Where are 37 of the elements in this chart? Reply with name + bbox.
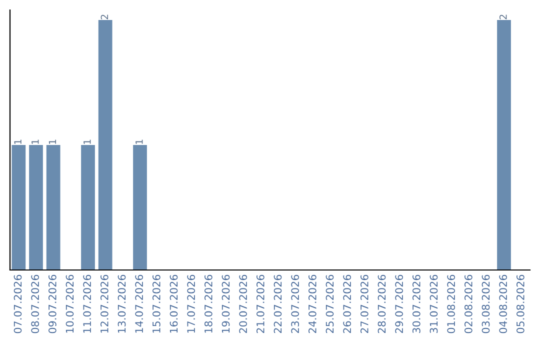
x-tick-label: 18.07.2026 — [204, 274, 212, 333]
x-tick-label: 15.07.2026 — [152, 274, 160, 333]
x-tick-label: 21.07.2026 — [256, 274, 264, 334]
x-tick-label: 14.07.2026 — [135, 274, 144, 333]
data-label: 1 — [84, 140, 91, 144]
data-label: 1 — [14, 140, 22, 144]
x-tick-label: 31.07.2026 — [430, 274, 438, 334]
data-label: 2 — [499, 14, 507, 20]
x-tick-label: 12.07.2026 — [100, 274, 108, 333]
x-tick-label: 17.07.2026 — [187, 274, 196, 333]
x-tick-label: 19.07.2026 — [222, 274, 230, 333]
x-tick-label: 11.07.2026 — [83, 274, 92, 333]
x-tick-label: 08.07.2026 — [31, 274, 40, 334]
data-label: 1 — [32, 140, 39, 144]
x-tick-label: 24.07.2026 — [308, 274, 316, 334]
x-tick-label: 29.07.2026 — [395, 274, 404, 334]
x-tick-label: 04.08.2026 — [499, 274, 508, 334]
x-tick-label: 13.07.2026 — [118, 274, 126, 333]
data-label: 1 — [136, 140, 143, 144]
x-tick-label: 23.07.2026 — [291, 274, 300, 334]
x-tick-label: 09.07.2026 — [48, 274, 56, 334]
x-tick-label: 05.08.2026 — [516, 274, 524, 334]
x-tick-label: 22.07.2026 — [274, 274, 282, 334]
x-tick-label: 01.08.2026 — [447, 274, 456, 334]
x-tick-label: 30.07.2026 — [412, 274, 420, 334]
x-tick-label: 25.07.2026 — [326, 274, 334, 334]
x-tick-label: 28.07.2026 — [378, 274, 386, 334]
x-tick-label: 27.07.2026 — [360, 274, 368, 334]
x-tick-label: 16.07.2026 — [170, 274, 178, 333]
x-tick-label: 10.07.2026 — [66, 274, 74, 333]
x-tick-label: 03.08.2026 — [482, 274, 490, 334]
x-tick-label: 26.07.2026 — [343, 274, 352, 334]
data-label: 2 — [100, 14, 108, 20]
x-tick-label: 07.07.2026 — [14, 274, 22, 334]
data-label: 1 — [48, 140, 56, 144]
x-tick-label: 02.08.2026 — [464, 274, 472, 334]
x-tick-label: 20.07.2026 — [239, 274, 248, 334]
